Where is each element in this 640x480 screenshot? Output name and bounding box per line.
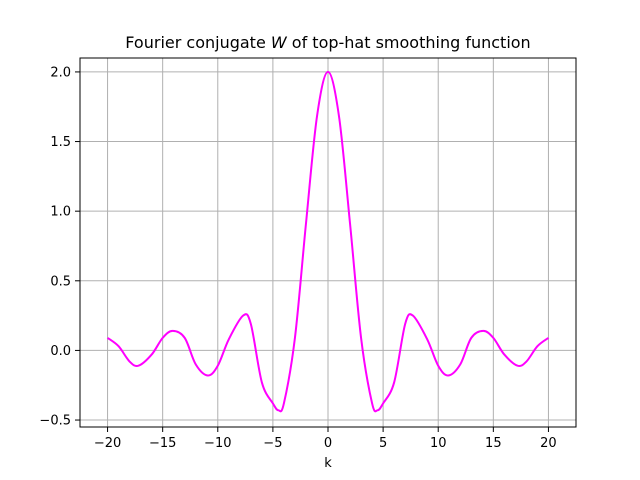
x-tick-label: 10 bbox=[430, 436, 447, 451]
series-line-0 bbox=[106, 70, 550, 413]
y-axis-ticks: −0.5 0.0 0.5 1.0 1.5 2.0 bbox=[39, 65, 80, 429]
grid-lines bbox=[80, 58, 576, 427]
y-tick-label: 1.0 bbox=[50, 205, 71, 220]
x-tick-label: −10 bbox=[204, 436, 231, 451]
x-tick-label: 20 bbox=[540, 436, 557, 451]
x-axis-label: k bbox=[324, 456, 332, 471]
y-tick-label: −0.5 bbox=[39, 414, 71, 429]
chart-title-suffix: of top-hat smoothing function bbox=[287, 33, 531, 52]
x-tick-label: −20 bbox=[94, 436, 121, 451]
x-tick-label: −5 bbox=[263, 436, 282, 451]
chart-title: Fourier conjugate W of top-hat smoothing… bbox=[125, 33, 530, 52]
x-tick-label: −15 bbox=[149, 436, 176, 451]
x-axis-ticks: −20 −15 −10 −5 0 5 10 15 20 bbox=[94, 427, 557, 451]
y-tick-label: 0.5 bbox=[50, 274, 71, 289]
y-tick-label: 1.5 bbox=[50, 135, 71, 150]
x-tick-label: 5 bbox=[379, 436, 387, 451]
chart-title-prefix: Fourier conjugate bbox=[125, 33, 271, 52]
x-tick-label: 0 bbox=[324, 436, 332, 451]
y-tick-label: 2.0 bbox=[50, 65, 71, 80]
series-group bbox=[106, 70, 550, 413]
y-tick-label: 0.0 bbox=[50, 344, 71, 359]
x-tick-label: 15 bbox=[485, 436, 502, 451]
chart-title-symbol: W bbox=[271, 33, 288, 52]
